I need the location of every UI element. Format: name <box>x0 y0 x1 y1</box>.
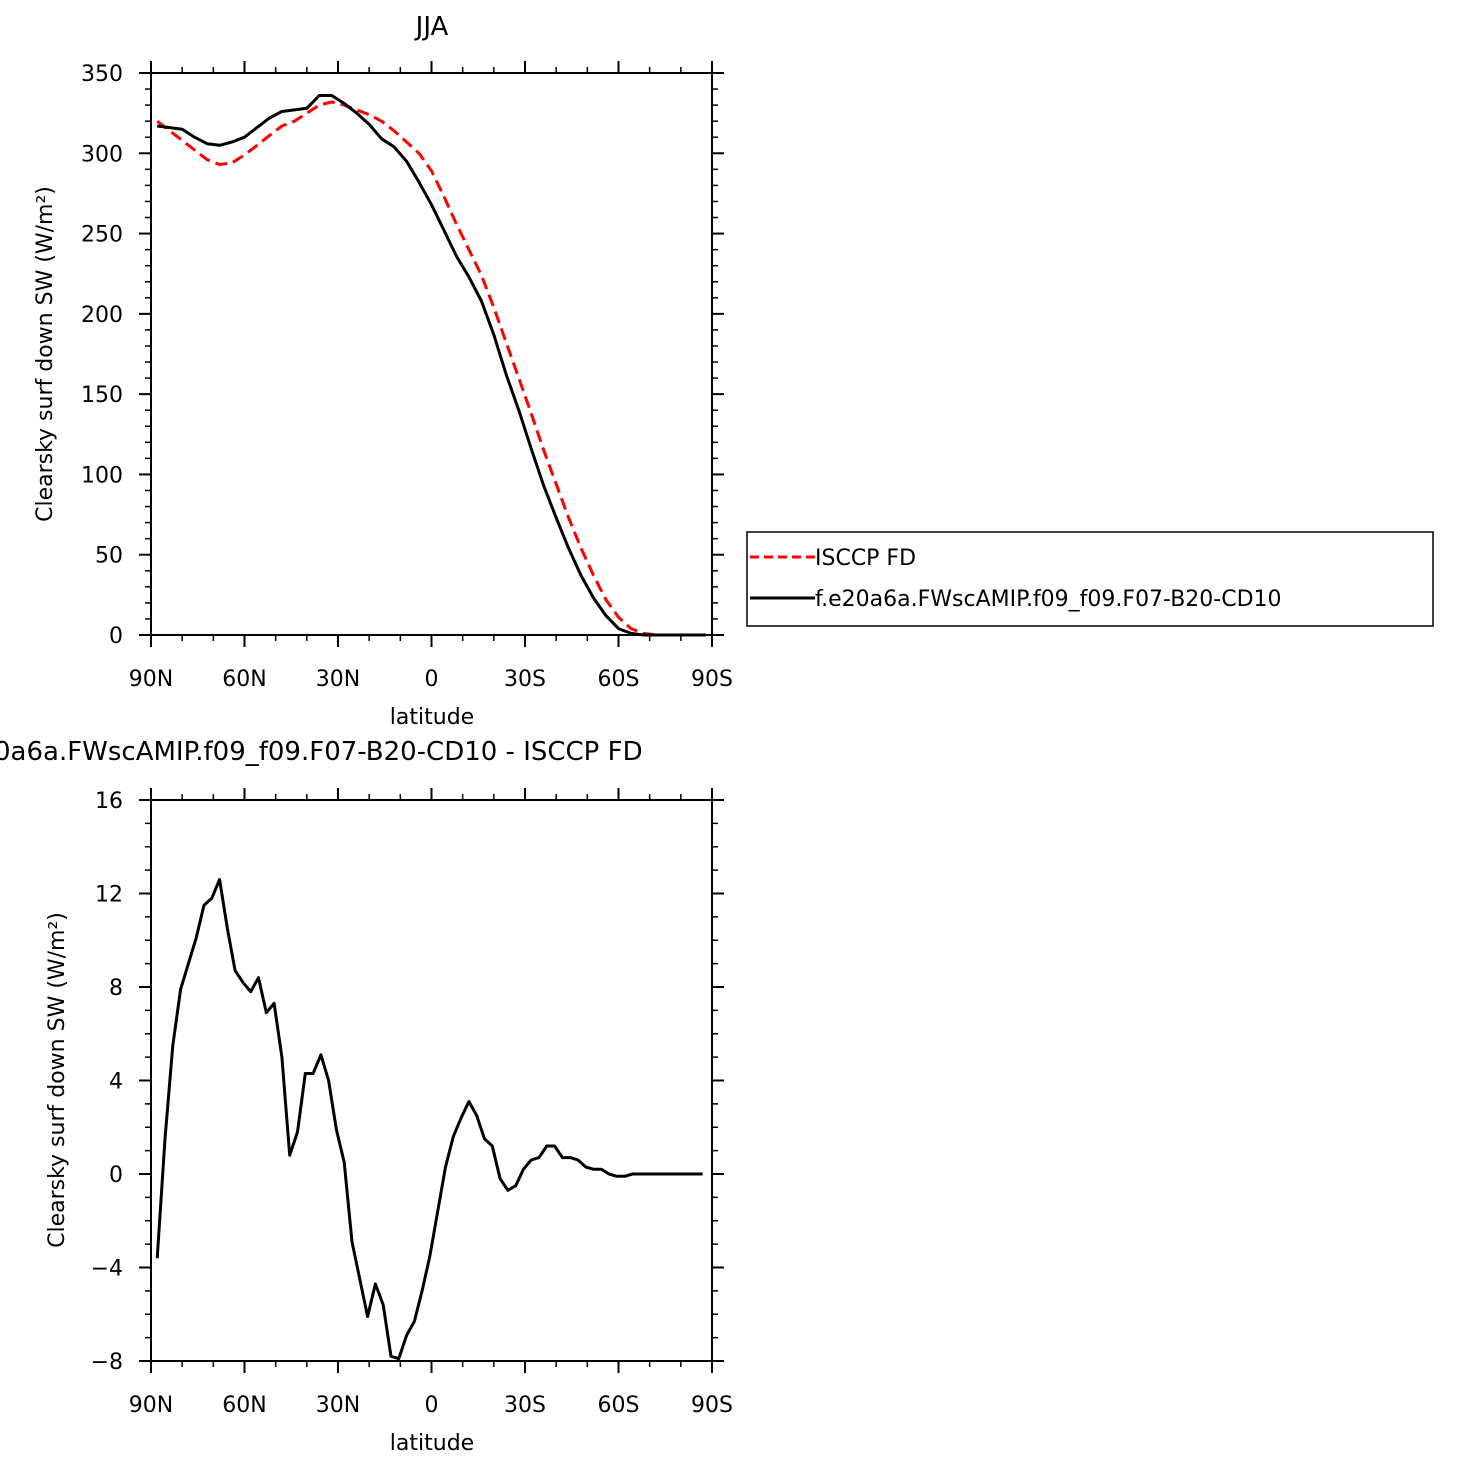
top-x-tick-label: 0 <box>425 667 439 692</box>
top-series-line-0 <box>156 100 706 637</box>
legend-label-isccp: ISCCP FD <box>815 546 916 571</box>
top-y-tick-label: 0 <box>109 624 123 649</box>
bottom-panel: 0a6a.FWscAMIP.f09_f09.F07-B20-CD10 - ISC… <box>0 737 733 1456</box>
bottom-x-tick-label: 0 <box>425 1393 439 1418</box>
bottom-y-tick-label: 8 <box>109 976 123 1001</box>
legend-label-model: f.e20a6a.FWscAMIP.f09_f09.F07-B20-CD10 <box>815 587 1282 612</box>
bottom-y-tick-label: −4 <box>91 1257 123 1282</box>
top-x-tick-label: 90S <box>691 667 733 692</box>
top-x-tick-label: 60N <box>222 667 266 692</box>
top-y-tick-label: 350 <box>81 62 123 87</box>
bottom-y-tick-label: 16 <box>95 789 123 814</box>
top-y-tick-label: 250 <box>81 223 123 248</box>
top-chart-title: JJA <box>414 12 449 42</box>
bottom-x-tick-label: 60S <box>598 1393 640 1418</box>
bottom-plot-frame <box>150 799 713 1362</box>
bottom-x-tick-label: 90S <box>691 1393 733 1418</box>
top-x-tick-label: 30N <box>316 667 360 692</box>
top-y-tick-label: 150 <box>81 383 123 408</box>
bottom-plot-area: 90N 60N 30N 0 30S 60S 90S −8 −4 0 4 8 12 16 <box>91 788 733 1418</box>
top-y-tick-label: 50 <box>95 544 123 569</box>
top-x-tick-label: 90N <box>129 667 173 692</box>
bottom-y-tick-label: 12 <box>95 883 123 908</box>
bottom-x-tick-label: 30N <box>316 1393 360 1418</box>
top-x-tick-label: 30S <box>504 667 546 692</box>
top-y-tick-label: 200 <box>81 303 123 328</box>
top-y-axis-label: Clearsky surf down SW (W/m²) <box>33 186 58 522</box>
bottom-series-line-0 <box>155 878 703 1361</box>
top-panel: JJA 90N 60N 30N 0 30S 60S 90S 0 50 100 150 200 250 30… <box>33 12 733 730</box>
top-x-tick-label: 60S <box>598 667 640 692</box>
bottom-chart-title: 0a6a.FWscAMIP.f09_f09.F07-B20-CD10 - ISC… <box>0 737 643 767</box>
bottom-x-tick-label: 30S <box>504 1393 546 1418</box>
top-plot-area: 90N 60N 30N 0 30S 60S 90S 0 50 100 150 200 250 300 350 <box>81 61 733 692</box>
bottom-x-axis-label: latitude <box>390 1431 474 1456</box>
bottom-y-tick-label: 0 <box>109 1163 123 1188</box>
top-series-line-1 <box>157 94 706 637</box>
bottom-y-tick-label: 4 <box>109 1070 123 1095</box>
bottom-x-tick-label: 90N <box>129 1393 173 1418</box>
legend-box <box>746 531 1434 627</box>
bottom-y-tick-label: −8 <box>91 1350 123 1375</box>
top-plot-frame <box>150 72 713 636</box>
top-y-tick-label: 100 <box>81 463 123 488</box>
bottom-x-tick-label: 60N <box>222 1393 266 1418</box>
legend: ISCCP FD f.e20a6a.FWscAMIP.f09_f09.F07-B… <box>746 531 1434 627</box>
top-y-tick-label: 300 <box>81 142 123 167</box>
bottom-y-axis-label: Clearsky surf down SW (W/m²) <box>45 912 70 1248</box>
top-x-axis-label: latitude <box>390 705 474 730</box>
